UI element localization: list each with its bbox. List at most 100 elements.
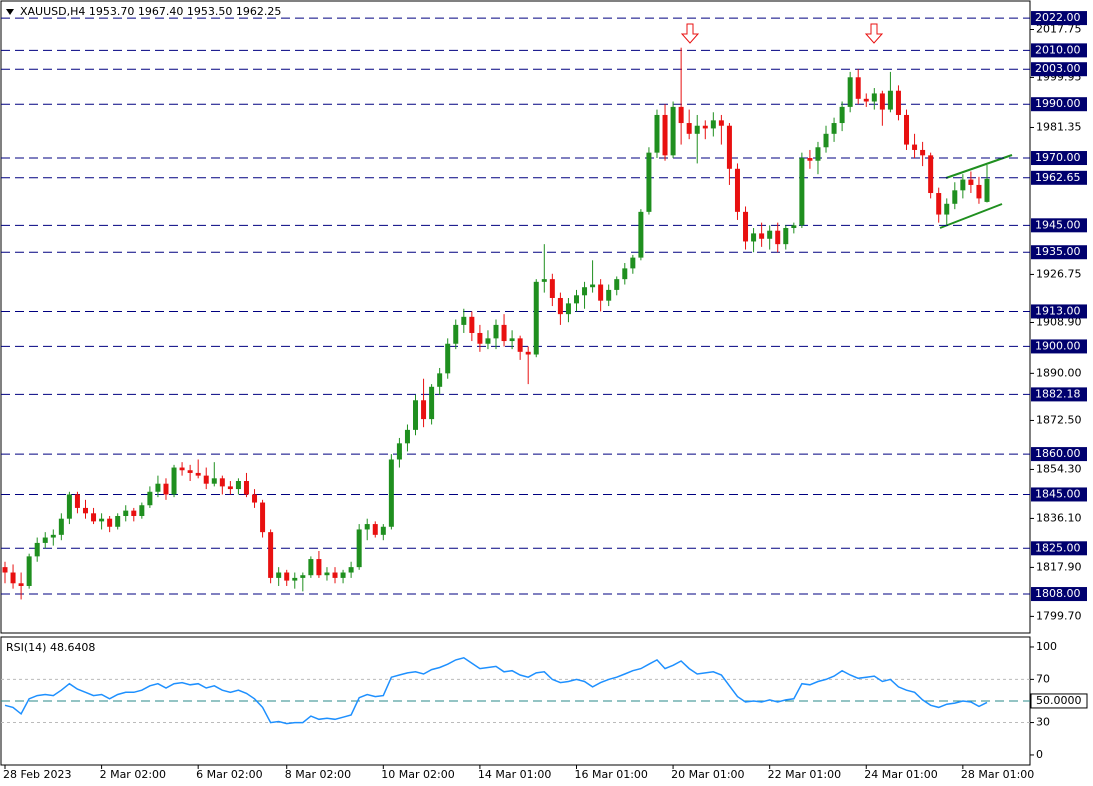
level-label: 2022.00 [1035,11,1081,24]
level-label-box [1031,62,1087,77]
candle-body [123,510,129,516]
candle-body [775,230,781,245]
candle-body [807,158,813,161]
y-tick-label: 30 [1036,716,1050,729]
candle-body [984,178,990,202]
candle-body [115,515,121,527]
candle-body [734,168,740,212]
level-label-box [1031,43,1087,58]
candle-body [477,332,483,344]
candle-body [557,297,563,315]
candle-body [493,324,499,339]
x-tick-label: 6 Mar 02:00 [196,768,262,781]
level-label: 1945.00 [1035,218,1081,231]
level-label-box [1031,170,1087,185]
candle-body [195,472,201,476]
candle-body [284,572,290,581]
candle-body [340,572,346,578]
candle-body [936,193,942,215]
candle-body [179,467,185,471]
candle-body [871,93,877,102]
level-label-box [1031,587,1087,602]
candle-body [509,338,515,342]
y-tick-label: 1981.35 [1036,120,1082,133]
level-label-box [1031,151,1087,166]
x-tick-label: 22 Mar 01:00 [768,768,841,781]
y-tick-label: 1854.30 [1036,462,1082,475]
y-tick-label: 1799.70 [1036,609,1082,622]
candle-body [630,257,636,269]
candle-body [469,316,475,333]
y-tick-label: 2017.75 [1036,23,1082,36]
level-label-box [1031,218,1087,233]
level-label: 1913.00 [1035,304,1081,317]
level-label-box [1031,245,1087,260]
trend-line [939,203,1003,229]
level-label: 1882.18 [1035,387,1081,400]
y-tick-label: 1908.90 [1036,315,1082,328]
candle-body [533,281,539,355]
candle-body [219,478,225,487]
candle-body [670,106,676,156]
candle-body [332,572,338,578]
candle-body [976,184,982,199]
x-tick-label: 28 Feb 2023 [3,768,71,781]
level-label: 1970.00 [1035,151,1081,164]
candle-body [646,152,652,212]
trend-line [945,154,1013,179]
candle-body [855,77,861,99]
arrow-annotation [680,23,700,44]
candle-body [74,494,80,508]
candle-body [139,505,145,516]
candle-body [847,77,853,107]
candle-body [404,429,410,444]
y-tick-label: 1890.00 [1036,366,1082,379]
candle-body [598,284,604,301]
candle-body [380,526,386,535]
level-label: 1935.00 [1035,245,1081,258]
candle-body [823,133,829,148]
candle-body [590,284,596,288]
candle-body [912,144,918,150]
y-tick-label: 1836.10 [1036,511,1082,524]
level-label: 1900.00 [1035,339,1081,352]
candle-body [718,120,724,126]
candle-body [582,287,588,296]
candle-body [751,233,757,242]
candle-body [324,572,330,576]
level-label: 1990.00 [1035,97,1081,110]
candle-body [759,233,765,239]
level-label-box [1031,304,1087,319]
candle-body [541,279,547,282]
candle-body [260,502,266,533]
candle-body [437,373,443,387]
candle-body [726,125,732,169]
candle-body [863,98,869,102]
level-label: 1825.00 [1035,541,1081,554]
x-tick-label: 24 Mar 01:00 [864,768,937,781]
candle-body [501,324,507,342]
level-label-box [1031,447,1087,462]
level-label: 2010.00 [1035,43,1081,56]
x-tick-label: 28 Mar 01:00 [961,768,1034,781]
price-frame [0,0,1031,634]
candle-body [147,491,153,506]
candle-body [702,125,708,129]
candle-body [34,542,40,557]
candle-body [10,572,16,584]
y-tick-label: 70 [1036,672,1050,685]
candle-body [694,125,700,134]
candle-body [960,179,966,191]
candle-body [187,470,193,473]
rsi-level-box [1030,693,1088,709]
candle-body [268,532,274,578]
candle-body [348,567,354,573]
candle-body [831,123,837,134]
y-tick-label: 50.0000 [1036,694,1082,707]
menu-triangle [6,9,14,15]
level-label-box [1031,487,1087,502]
candle-body [203,475,209,484]
candle-body [904,114,910,145]
